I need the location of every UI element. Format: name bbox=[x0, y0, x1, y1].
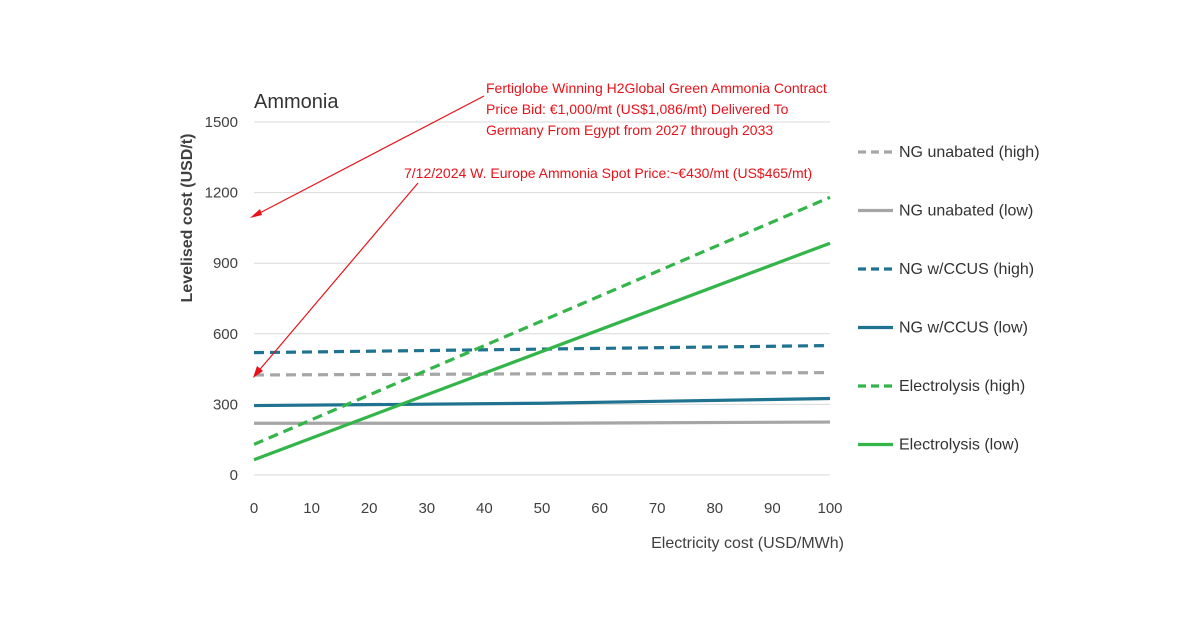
series-line-electrolysis-high bbox=[253, 195, 831, 446]
y-tick-label: 0 bbox=[230, 467, 238, 484]
x-tick-label: 100 bbox=[817, 500, 842, 517]
legend-label: NG unabated (high) bbox=[899, 144, 1040, 161]
annotation-contract-line-2: Price Bid: €1,000/mt (US$1,086/mt) Deliv… bbox=[486, 101, 789, 117]
x-tick-label: 70 bbox=[649, 500, 666, 517]
legend-label: NG w/CCUS (high) bbox=[899, 261, 1034, 278]
y-tick-label: 300 bbox=[213, 396, 238, 413]
annotation-contract: Fertiglobe Winning H2Global Green Ammoni… bbox=[486, 80, 827, 138]
legend-label: Electrolysis (low) bbox=[899, 437, 1019, 454]
annotation-arrow-spot bbox=[255, 182, 419, 375]
y-tick-label: 900 bbox=[213, 255, 238, 272]
axis-ticks: 0 300 600 900 1200 1500 0 10 20 30 40 50 60 70 80 90 100 bbox=[205, 114, 843, 517]
x-tick-label: 40 bbox=[476, 500, 493, 517]
y-tick-label: 1200 bbox=[205, 185, 238, 202]
x-tick-label: 60 bbox=[591, 500, 608, 517]
x-tick-label: 30 bbox=[418, 500, 435, 517]
x-axis-label: Electricity cost (USD/MWh) bbox=[651, 535, 844, 552]
x-tick-label: 80 bbox=[706, 500, 723, 517]
series-line-ng-unabated-low bbox=[254, 420, 831, 425]
annotation-arrowhead-spot bbox=[253, 366, 263, 378]
series-line-ng-unabated-high bbox=[253, 371, 831, 377]
annotation-spot-price: 7/12/2024 W. Europe Ammonia Spot Price:~… bbox=[404, 165, 812, 181]
series-line-electrolysis-low bbox=[253, 241, 831, 462]
annotation-arrows bbox=[250, 95, 485, 378]
y-axis-label: Levelised cost (USD/t) bbox=[179, 134, 196, 303]
annotation-arrowhead-contract bbox=[250, 209, 262, 218]
y-tick-label: 600 bbox=[213, 326, 238, 343]
annotation-spot-price-line-1: 7/12/2024 W. Europe Ammonia Spot Price:~… bbox=[404, 165, 812, 181]
legend-label: NG w/CCUS (low) bbox=[899, 320, 1028, 337]
chart-title: Ammonia bbox=[254, 91, 339, 113]
x-tick-label: 10 bbox=[303, 500, 320, 517]
x-tick-label: 0 bbox=[250, 500, 258, 517]
y-tick-label: 1500 bbox=[205, 114, 238, 131]
series-line-ng-w-ccus-high bbox=[253, 343, 831, 355]
annotation-arrow-contract bbox=[253, 95, 485, 217]
annotation-contract-line-1: Fertiglobe Winning H2Global Green Ammoni… bbox=[486, 80, 827, 96]
legend: NG unabated (high) NG unabated (low) NG w/… bbox=[858, 144, 1040, 454]
series-lines bbox=[253, 195, 831, 462]
legend-label: NG unabated (low) bbox=[899, 203, 1033, 220]
legend-label: Electrolysis (high) bbox=[899, 378, 1025, 395]
x-tick-label: 90 bbox=[764, 500, 781, 517]
x-tick-label: 20 bbox=[361, 500, 378, 517]
annotation-contract-line-3: Germany From Egypt from 2027 through 203… bbox=[486, 122, 773, 138]
x-tick-label: 50 bbox=[534, 500, 551, 517]
